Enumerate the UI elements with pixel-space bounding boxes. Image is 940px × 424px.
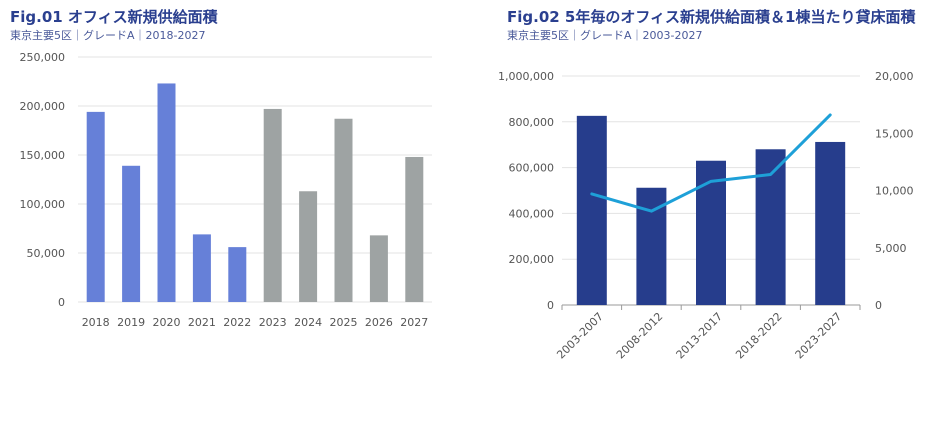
y-tick-label-right: 20,000 xyxy=(875,70,914,83)
bar xyxy=(228,247,247,302)
x-tick-label: 2023-2027 xyxy=(793,310,845,362)
y-tick-label-left: 800,000 xyxy=(509,116,555,129)
x-tick-label: 2019 xyxy=(117,316,145,329)
x-tick-label: 2020 xyxy=(153,316,181,329)
combo-chart-fig02: 0 200,000 400,000 600,000 800,000 1,000,000 0 5… xyxy=(498,70,914,362)
y-tick-label: 0 xyxy=(58,296,65,309)
bar xyxy=(263,108,282,302)
bar xyxy=(334,118,353,303)
x-tick-label: 2026 xyxy=(365,316,393,329)
y-tick-label-right: 15,000 xyxy=(875,127,914,140)
chart-fig01: Fig.01 オフィス新規供給面積 東京主要5区｜グレードA｜2018-2027… xyxy=(0,0,460,424)
y-tick-label-right: 0 xyxy=(875,299,882,312)
y-tick-label: 50,000 xyxy=(27,247,66,260)
chart-subtitle: 東京主要5区｜グレードA｜2003-2027 xyxy=(507,29,703,42)
chart-title: Fig.01 オフィス新規供給面積 xyxy=(10,8,218,26)
y-tick-label: 100,000 xyxy=(20,198,66,211)
x-tick-label: 2018-2022 xyxy=(733,310,785,362)
x-tick-label: 2021 xyxy=(188,316,216,329)
y-tick-label-left: 200,000 xyxy=(509,253,555,266)
x-tick-label: 2024 xyxy=(294,316,322,329)
x-tick-label: 2025 xyxy=(330,316,358,329)
bar xyxy=(157,83,176,303)
bar xyxy=(405,156,424,302)
y-tick-label: 200,000 xyxy=(20,100,66,113)
bar-chart-fig01: 0 50,000 100,000 150,000 200,000 250,000 2018 2… xyxy=(20,51,432,329)
x-tick-label: 2013-2017 xyxy=(674,310,726,362)
y-tick-label: 250,000 xyxy=(20,51,66,64)
y-tick-label: 150,000 xyxy=(20,149,66,162)
x-tick-label: 2022 xyxy=(223,316,251,329)
y-tick-label-left: 1,000,000 xyxy=(498,70,554,83)
series-line xyxy=(590,113,832,213)
chart-fig02: Fig.02 5年毎のオフィス新規供給面積＆1棟当たり貸床面積 東京主要5区｜グ… xyxy=(470,0,940,424)
bar xyxy=(299,191,318,302)
x-tick-label: 2027 xyxy=(400,316,428,329)
bar xyxy=(815,141,846,305)
y-tick-label-left: 400,000 xyxy=(509,207,555,220)
bar xyxy=(86,111,105,302)
bar xyxy=(192,234,211,302)
y-tick-label-left: 0 xyxy=(547,299,554,312)
chart-title: Fig.02 5年毎のオフィス新規供給面積＆1棟当たり貸床面積 xyxy=(507,8,916,26)
x-tick-label: 2023 xyxy=(259,316,287,329)
bar xyxy=(369,235,388,302)
bar xyxy=(576,115,607,305)
y-tick-label-right: 10,000 xyxy=(875,185,914,198)
x-tick-label: 2018 xyxy=(82,316,110,329)
y-tick-label-right: 5,000 xyxy=(875,242,907,255)
x-tick-label: 2008-2012 xyxy=(614,310,666,362)
chart-subtitle: 東京主要5区｜グレードA｜2018-2027 xyxy=(10,29,206,42)
y-tick-label-left: 600,000 xyxy=(509,162,555,175)
x-tick-label: 2003-2007 xyxy=(554,310,606,362)
bar xyxy=(122,165,141,302)
